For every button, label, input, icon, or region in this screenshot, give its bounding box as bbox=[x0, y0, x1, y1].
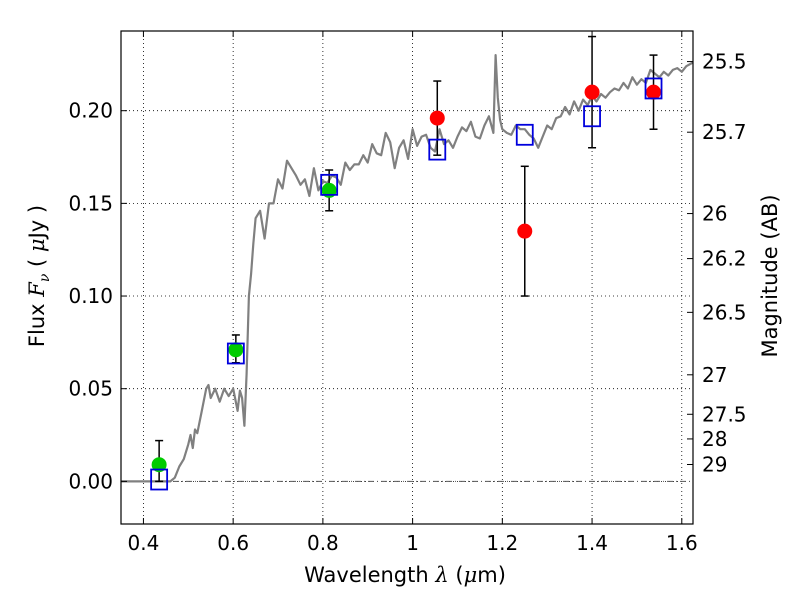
model-photometry-square bbox=[428, 138, 447, 161]
observed-red-point bbox=[517, 223, 533, 239]
observed-red-point bbox=[429, 110, 445, 126]
x-tick-label: 0.6 bbox=[217, 531, 249, 555]
y2-tick-label: 25.5 bbox=[702, 50, 747, 74]
x-tick-label: 1.6 bbox=[666, 531, 698, 555]
y2-tick-label: 26 bbox=[702, 202, 727, 226]
y2-tick-label: 26.5 bbox=[702, 300, 747, 324]
axis-ticks: 0.4 0.6 0.8 1 1.2 1.4 1.6 0.00 0.05 0.10 0.15 0.20 2… bbox=[68, 31, 747, 555]
y-tick-label: 0.20 bbox=[68, 99, 113, 123]
y2-tick-label: 29 bbox=[702, 453, 727, 477]
model-photometry-square bbox=[150, 468, 169, 491]
y-tick-label: 0.05 bbox=[68, 377, 113, 401]
y-tick-label: 0.15 bbox=[68, 191, 113, 215]
observed-red-point bbox=[584, 84, 600, 100]
x-tick-label: 1 bbox=[406, 531, 419, 555]
model-photometry-square bbox=[226, 342, 245, 365]
y-tick-label: 0.10 bbox=[68, 284, 113, 308]
x-tick-label: 0.8 bbox=[307, 531, 339, 555]
y2-tick-label: 27 bbox=[702, 363, 727, 387]
y2-tick-label: 27.5 bbox=[702, 402, 747, 426]
y2-tick-label: 25.7 bbox=[702, 120, 747, 144]
plot-area bbox=[121, 35, 694, 491]
plot-frame bbox=[120, 30, 694, 525]
grid bbox=[121, 31, 693, 524]
model-spectrum-line bbox=[121, 54, 694, 483]
x-axis-label: Wavelength λ (μm) bbox=[304, 563, 506, 587]
observed-green-point bbox=[228, 342, 244, 358]
observed-green-point bbox=[151, 457, 167, 473]
model-photometry-square bbox=[644, 77, 663, 100]
x-tick-label: 1.4 bbox=[576, 531, 608, 555]
y2-axis-label: Magnitude (AB) bbox=[758, 194, 782, 357]
model-photometry-square bbox=[320, 173, 339, 196]
model-photometry-square bbox=[515, 123, 534, 146]
y2-tick-label: 26.2 bbox=[702, 247, 747, 271]
model-photometry-square bbox=[583, 105, 601, 128]
x-tick-label: 1.2 bbox=[486, 531, 518, 555]
y-tick-label: 0.00 bbox=[68, 469, 113, 493]
x-tick-label: 0.4 bbox=[128, 531, 160, 555]
y2-tick-label: 28 bbox=[702, 427, 727, 451]
observed-red-point bbox=[646, 84, 662, 100]
y-axis-label: Flux Fν ( μJy ) bbox=[25, 205, 53, 347]
